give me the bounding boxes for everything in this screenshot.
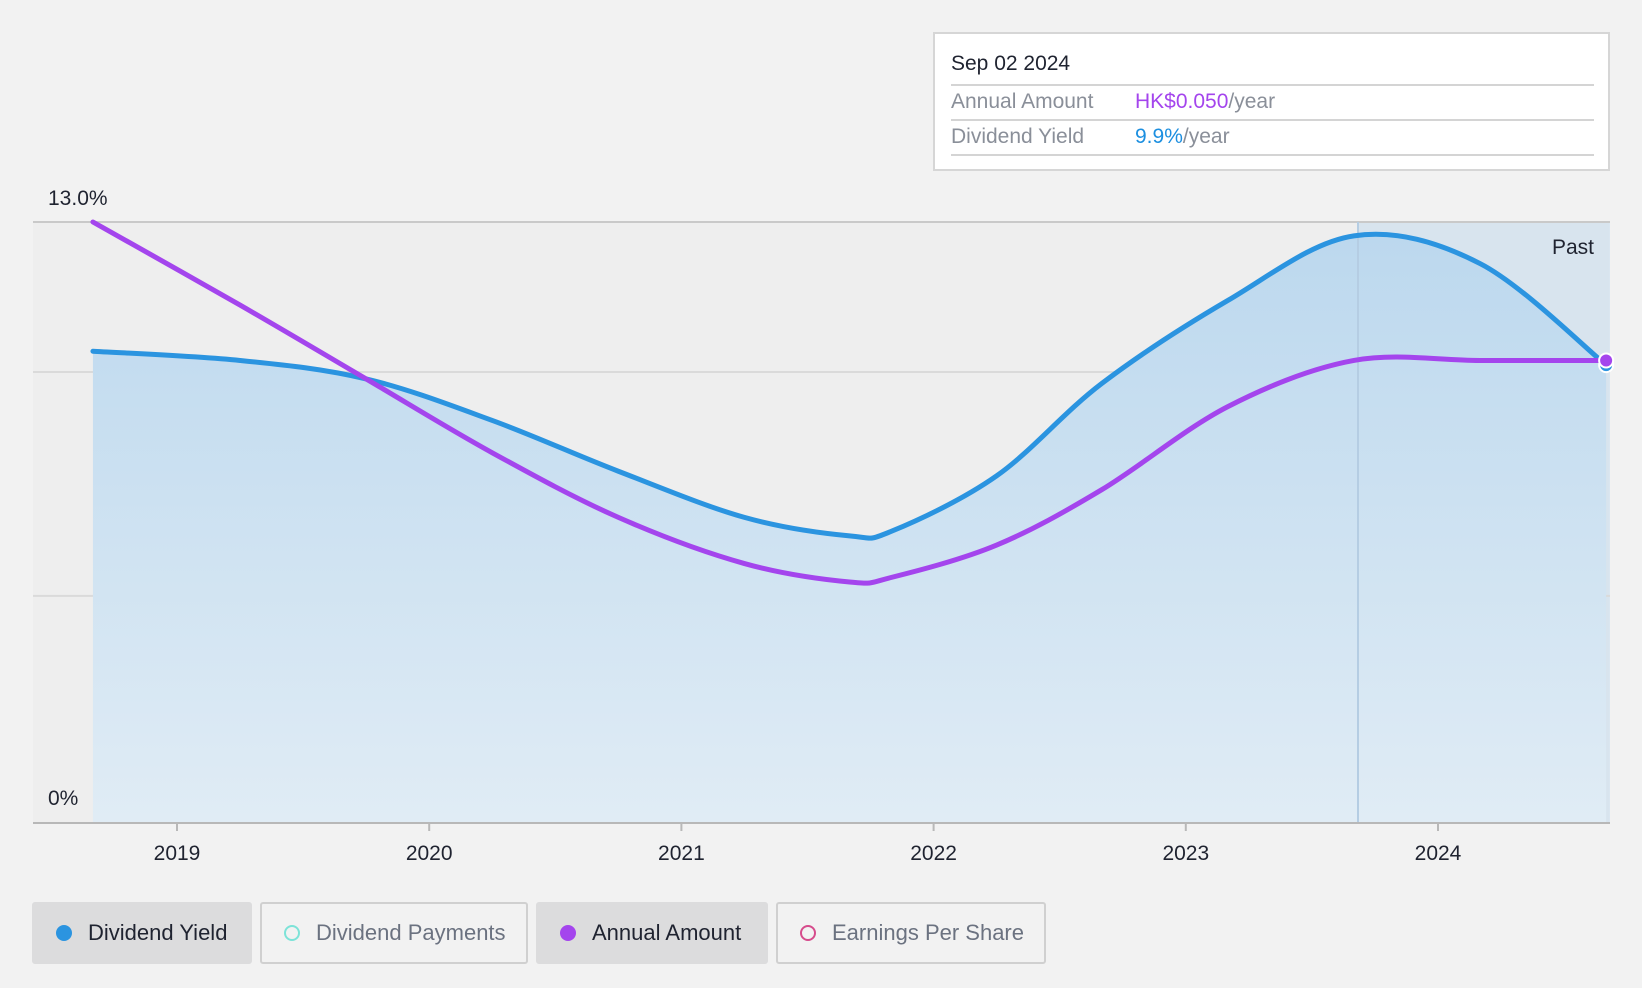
dividend-yield-area (92, 234, 1607, 823)
x-tick-label: 2021 (658, 842, 705, 865)
y-axis: 13.0% 0% (48, 187, 108, 810)
x-tick-label: 2022 (910, 842, 957, 865)
legend-label: Annual Amount (592, 920, 742, 945)
line-layer (90, 219, 1615, 586)
annual-amount-dot-icon (560, 925, 576, 941)
tooltip-label: Dividend Yield (951, 125, 1085, 148)
area-layer (92, 234, 1607, 823)
annual-amount-end-point[interactable] (1598, 352, 1615, 369)
tooltip-row-dividend-yield: Dividend Yield 9.9%/year (951, 119, 1594, 156)
tooltip-value: HK$0.050/year (1135, 86, 1275, 118)
legend-label: Earnings Per Share (832, 920, 1024, 945)
tooltip-annual-amount-value: HK$0.050 (1135, 90, 1229, 113)
annual-amount-line (90, 219, 1609, 586)
tooltip-dividend-yield-value: 9.9% (1135, 125, 1183, 148)
y-tick-label-min: 0% (48, 787, 78, 810)
legend-label: Dividend Payments (316, 920, 506, 945)
tooltip-label: Annual Amount (951, 90, 1094, 113)
legend-annual-amount-button[interactable]: Annual Amount (536, 902, 768, 964)
dividend-payments-dot-icon (284, 925, 300, 941)
legend-earnings-per-share-button[interactable]: Earnings Per Share (776, 902, 1046, 964)
tooltip-value: 9.9%/year (1135, 121, 1230, 153)
y-tick-label-max: 13.0% (48, 187, 108, 210)
legend-label: Dividend Yield (88, 920, 228, 945)
tooltip-suffix: /year (1228, 90, 1276, 113)
x-tick-label: 2024 (1415, 842, 1462, 865)
x-tick-label: 2020 (406, 842, 453, 865)
legend-dividend-payments-button[interactable]: Dividend Payments (260, 902, 528, 964)
dividend-yield-dot-icon (56, 925, 72, 941)
tooltip-suffix: /year (1182, 125, 1230, 148)
past-label: Past (1552, 236, 1594, 259)
tooltip: Sep 02 2024 Annual Amount HK$0.050/year … (933, 32, 1610, 171)
x-tick-label: 2023 (1162, 842, 1209, 865)
tooltip-date: Sep 02 2024 (951, 52, 1071, 75)
earnings-per-share-dot-icon (800, 925, 816, 941)
tooltip-row-annual-amount: Annual Amount HK$0.050/year (951, 84, 1594, 118)
legend-dividend-yield-button[interactable]: Dividend Yield (32, 902, 252, 964)
x-tick-label: 2019 (154, 842, 201, 865)
x-axis: 2019 2020 2021 2022 2023 2024 (33, 822, 1610, 865)
